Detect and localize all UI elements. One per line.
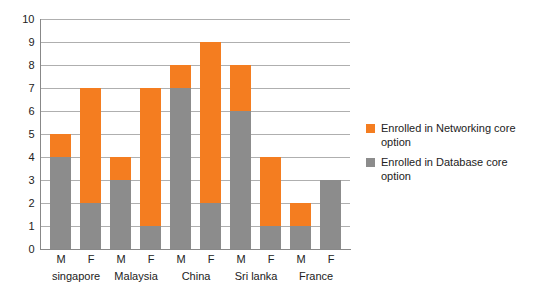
html-text:Enrolled in Networking core op: Enrolled in Networking core option — [381, 121, 516, 148]
svg-text:F: F — [328, 253, 335, 265]
svg-text:F: F — [148, 253, 155, 265]
html-text:Enrolled in Database core opti: Enrolled in Database core option — [381, 155, 508, 182]
svg-text:6: 6 — [28, 105, 34, 117]
svg-text:7: 7 — [28, 82, 34, 94]
svg-text:9: 9 — [28, 36, 34, 48]
svg-text:M: M — [56, 253, 65, 265]
svg-text:10: 10 — [22, 13, 34, 25]
svg-text:M: M — [176, 253, 185, 265]
svg-text:F: F — [88, 253, 95, 265]
svg-text:Sri lanka: Sri lanka — [235, 269, 279, 281]
svg-text:0: 0 — [28, 243, 34, 255]
svg-text:M: M — [116, 253, 125, 265]
svg-text:Malaysia: Malaysia — [114, 269, 158, 281]
svg-text:F: F — [268, 253, 275, 265]
svg-text:4: 4 — [28, 151, 34, 163]
svg-text:8: 8 — [28, 59, 34, 71]
svg-text:China: China — [182, 269, 212, 281]
svg-text:1: 1 — [28, 220, 34, 232]
svg-text:2: 2 — [28, 197, 34, 209]
svg-text:M: M — [236, 253, 245, 265]
svg-text:3: 3 — [28, 174, 34, 186]
svg-text:5: 5 — [28, 128, 34, 140]
svg-text:France: France — [299, 269, 333, 281]
svg-text:F: F — [208, 253, 215, 265]
svg-text:M: M — [296, 253, 305, 265]
svg-text:singapore: singapore — [52, 269, 100, 281]
